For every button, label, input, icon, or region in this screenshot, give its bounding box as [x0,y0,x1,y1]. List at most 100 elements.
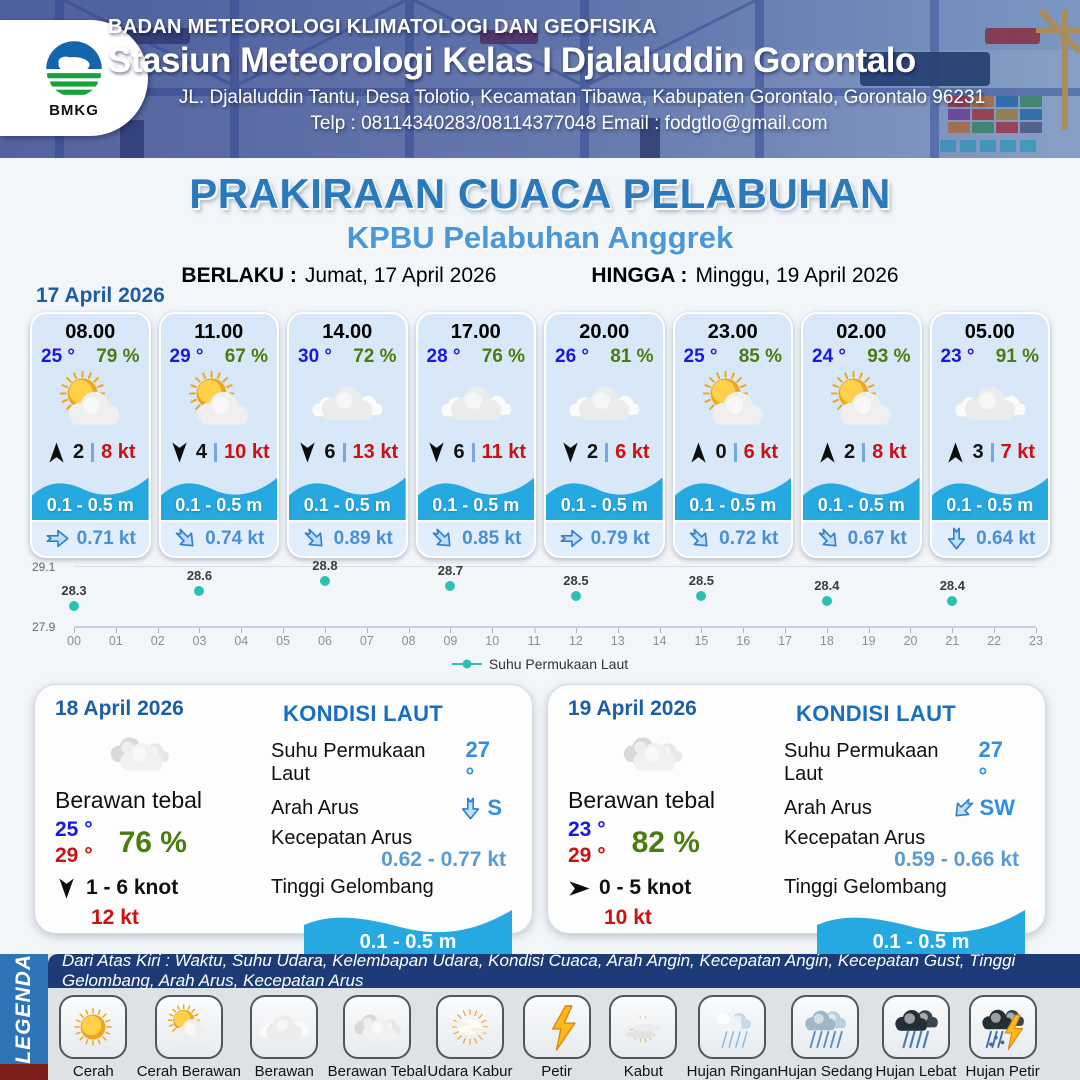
sst-value: 27 ° [465,737,490,788]
card-humidity: 67 % [224,346,268,367]
sst-data-point [445,581,456,592]
wave-height-band: 0.1 - 0.5 m [289,467,406,520]
sst-data-point [696,591,707,601]
sst-label: Suhu Permukaan Laut [784,740,939,785]
x-axis-tick-label: 19 [861,628,876,648]
daily-date: 18 April 2026 [55,697,184,720]
page-title: PRAKIRAAN CUACA PELABUHAN [189,170,891,217]
card-wind-row: 6 11 kt [418,438,535,466]
valid-to-value: Minggu, 19 April 2026 [695,264,899,287]
valid-from-value: Jumat, 17 April 2026 [304,264,497,287]
sst-data-label: 28.5 [688,573,715,588]
sst-data-point [821,596,832,606]
x-axis-tick-label: 11 [527,628,541,648]
daily-forecast-row: 18 April 2026 Berawan tebal 25 ° 29 ° 76… [34,684,1046,961]
daily-wind-direction-icon [568,877,591,900]
legend-item: Cerah Berawan [137,995,241,1080]
card-time: 05.00 [964,321,1015,343]
legend-section: LEGENDA Dari Atas Kiri : Waktu, Suhu Uda… [0,951,1080,1080]
daily-weather-icon [602,723,712,783]
sst-data-label: 28.8 [312,558,338,573]
wave-height-value: 0.1 - 0.5 m [175,494,263,515]
wind-gust-divider [605,442,609,462]
wave-shape [931,477,1048,520]
card-current-row: 0.72 kt [674,519,791,556]
current-speed-value: 0.72 kt [719,527,779,549]
current-direction-icon [944,526,969,551]
wave-height-band: 0.1 - 0.5 m [32,467,149,520]
current-speed-value: 0.71 kt [76,527,136,549]
sea-current-speed-value: 0.62 - 0.77 kt [381,848,506,871]
weather-icon [418,368,535,438]
sst-value: 27 ° [978,737,1003,788]
hourly-forecast-card: 23.00 25 ° 85 % 0 6 kt 0.1 - 0.5 m 0.72 [672,312,793,558]
sea-conditions-heading: KONDISI LAUT [283,701,444,726]
sea-wave-band: 0.1 - 0.5 m [304,901,512,961]
legend-item-label: Petir [541,1063,573,1080]
chart-legend: Suhu Permukaan Laut [28,652,1052,676]
chart-legend-label: Suhu Permukaan Laut [488,656,629,672]
sst-data-label: 28.6 [186,568,213,583]
card-temperature: 26 ° [555,346,590,367]
legend-item: Cerah [50,995,137,1080]
x-axis-tick-label: 07 [359,628,374,648]
bmkg-emblem-icon [45,39,103,98]
daily-weather-icon [89,723,199,783]
current-direction-label: Arah Arus [271,796,359,819]
wind-speed-value: 6 [453,440,465,463]
legend-item: Hujan Petir [959,995,1046,1080]
wave-height-band: 0.1 - 0.5 m [546,467,663,520]
x-axis-tick-label: 22 [987,628,1002,648]
x-axis-tick-label: 03 [192,628,207,648]
x-axis-tick-label: 13 [610,628,625,648]
card-current-row: 0.89 kt [289,519,406,556]
wave-height-value: 0.1 - 0.5 m [689,494,777,515]
card-temperature: 25 ° [683,346,718,367]
x-axis-tick-label: 14 [652,628,667,648]
card-temperature: 25 ° [41,346,76,367]
station-name: Stasiun Meteorologi Kelas I Djalaluddin … [108,41,916,80]
legend-item-label: Udara Kabur [427,1063,513,1080]
card-wind-row: 0 6 kt [675,438,792,466]
validity-row: BERLAKU : Jumat, 17 April 2026 HINGGA : Mi… [0,264,1080,288]
legend-item: Hujan Lebat [873,995,960,1080]
daily-wind-direction-icon [55,877,78,900]
wave-height-value: 0.1 - 0.5 m [817,494,905,515]
daily-card-18-april: 18 April 2026 Berawan tebal 25 ° 29 ° 76… [34,684,533,961]
legend-items-row: Cerah Cerah Berawan Berawan Berawan Teba… [48,988,1080,1080]
daily-condition: Berawan tebal [568,787,716,813]
wave-height-label: Tinggi Gelombang [271,876,434,898]
wave-shape [803,477,920,520]
card-time: 08.00 [65,321,116,343]
legenda-red-block [0,1063,48,1080]
wave-height-band: 0.1 - 0.5 m [160,467,277,520]
hourly-forecast-card: 20.00 26 ° 81 % 2 6 kt 0.1 - 0.5 m 0.79 [544,312,665,558]
sea-conditions-heading: KONDISI LAUT [796,701,957,726]
x-axis-tick-label: 12 [568,628,583,648]
daily-humidity: 82 % [631,826,700,859]
card-humidity: 81 % [610,346,654,367]
wind-gust-divider [862,442,866,462]
card-time: 11.00 [194,321,244,343]
station-address: JL. Djalaluddin Tantu, Desa Tolotio, Kec… [178,87,986,108]
weather-icon [289,368,406,438]
card-wind-row: 3 7 kt [932,438,1049,466]
sea-wave-shape [817,910,1025,961]
wind-gust-divider [214,442,218,462]
wind-speed-value: 3 [972,440,984,463]
hourly-forecast-card: 08.00 25 ° 79 % 2 8 kt 0.1 - 0.5 m 0.71 [30,312,151,558]
daily-temp-max: 29 ° [568,844,606,867]
sea-current-direction-text: SW [979,795,1015,820]
wind-direction-icon [425,441,448,464]
daily-gust: 12 kt [91,906,139,929]
legend-weather-icon [250,995,319,1059]
card-current-row: 0.71 kt [32,519,149,556]
x-axis-tick-label: 04 [234,628,249,648]
x-axis-tick-label: 23 [1029,628,1043,648]
card-temperature: 30 ° [298,346,333,367]
wind-speed-value: 2 [586,440,599,463]
weather-icon [932,368,1049,438]
hourly-forecast-card: 05.00 23 ° 91 % 3 7 kt 0.1 - 0.5 m 0.64 [929,312,1050,558]
daily-temp-max: 29 ° [55,844,93,867]
